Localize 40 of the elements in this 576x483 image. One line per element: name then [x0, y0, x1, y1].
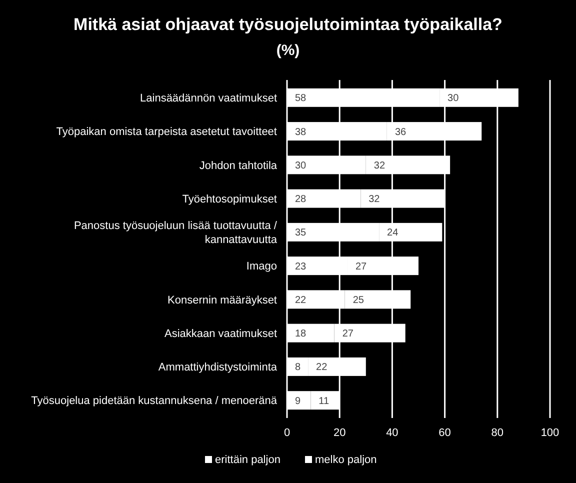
y-tick-label: Työsuojelua pidetään kustannuksena / menoeränä	[31, 395, 278, 408]
data-label: 36	[394, 126, 406, 138]
x-tick-label: 80	[491, 427, 504, 439]
y-tick-label: Panostus työsuojeluun lisää tuottavuutta / kannattavuutta	[74, 220, 278, 246]
data-label: 9	[295, 396, 301, 407]
data-label: 27	[342, 328, 354, 340]
data-label: 30	[295, 160, 307, 172]
data-label: 38	[295, 126, 307, 138]
data-label: 30	[448, 93, 460, 104]
data-label: 22	[295, 294, 307, 306]
legend-label: erittäin paljon	[215, 454, 280, 466]
y-tick-label: Johdon tahtotila	[199, 160, 278, 172]
data-label: 22	[316, 362, 328, 374]
y-tick-label: Työpaikan omista tarpeista asetetut tavoitteet	[56, 126, 277, 138]
data-label: 35	[295, 228, 307, 239]
x-tick-label: 40	[386, 427, 398, 439]
data-label: 27	[355, 261, 368, 272]
x-tick-label: 0	[284, 427, 290, 439]
data-label: 25	[352, 294, 364, 306]
y-tick-label: Asiakkaan vaatimukset	[164, 328, 277, 340]
data-label: 11	[318, 396, 330, 407]
data-label: 24	[387, 228, 399, 239]
chart-subtitle: (%)	[276, 42, 300, 59]
y-tick-label: Lainsäädännön vaatimukset	[140, 92, 277, 105]
y-tick-label: Konsernin määräykset	[168, 294, 277, 306]
y-tick-label: Työehtosopimukset	[182, 193, 277, 206]
x-tick-label: 60	[438, 427, 451, 439]
data-label: 18	[295, 328, 307, 340]
chart-title: Mitkä asiat ohjaavat työsuojelutoimintaa työpaikalla?	[74, 15, 502, 34]
data-label: 32	[368, 194, 380, 206]
data-label: 8	[295, 362, 301, 374]
data-label: 58	[295, 93, 307, 104]
x-tick-label: 100	[540, 427, 560, 439]
x-tick-label: 20	[333, 427, 346, 439]
data-label: 23	[295, 261, 307, 272]
y-tick-label: Imago	[246, 260, 277, 273]
y-tick-label: Ammattiyhdistystoiminta	[158, 362, 278, 374]
data-label: 32	[374, 160, 386, 172]
legend-label: melko paljon	[315, 454, 377, 466]
data-label: 28	[295, 194, 307, 206]
